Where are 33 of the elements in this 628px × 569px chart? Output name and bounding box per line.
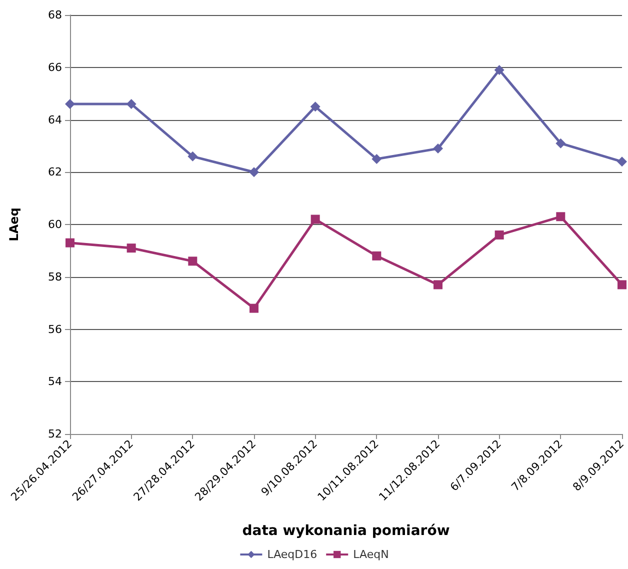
point: [188, 256, 198, 266]
point: [617, 280, 626, 290]
y-tick-label: 58: [48, 270, 62, 284]
point: [494, 230, 504, 240]
point: [310, 102, 320, 112]
y-tick-label: 68: [48, 8, 62, 22]
y-axis-title: LAeq: [7, 208, 21, 242]
point: [556, 212, 566, 222]
legend-label: LAeqN: [353, 548, 389, 561]
point: [372, 154, 382, 164]
point: [432, 144, 443, 154]
y-tick-label: 60: [48, 218, 62, 231]
point: [372, 251, 382, 260]
point: [248, 167, 259, 178]
y-tick-label: 62: [48, 166, 62, 179]
point: [65, 99, 75, 110]
y-tick-label: 52: [48, 428, 62, 440]
point: [188, 151, 198, 162]
y-tick-label: 64: [48, 113, 62, 126]
point: [126, 99, 136, 110]
point: [126, 244, 136, 253]
point: [310, 214, 320, 224]
point: [249, 304, 258, 313]
point: [66, 238, 74, 248]
y-tick-label: 56: [48, 322, 62, 336]
point: [433, 280, 442, 290]
y-tick-label: 66: [48, 60, 62, 74]
y-tick-label: 54: [48, 375, 62, 388]
x-axis-title: data wykonania pomiarów: [242, 523, 450, 539]
point: [616, 156, 627, 167]
point: [494, 64, 504, 75]
legend-label: LAeqD16: [267, 548, 318, 561]
point: [556, 138, 566, 148]
